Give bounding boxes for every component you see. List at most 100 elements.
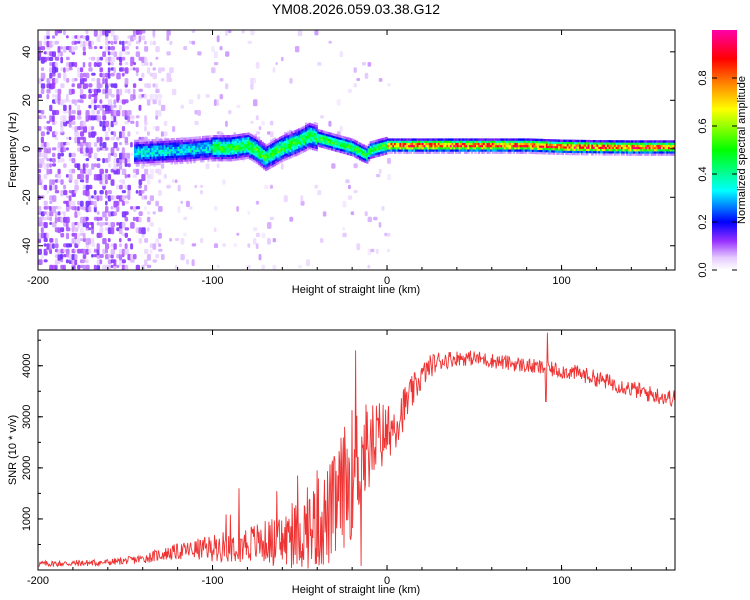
spectrogram-ridge-cell [600,144,603,147]
spectrogram-cell [65,248,70,255]
spectrogram-ridge-cell [593,142,596,145]
spectrogram-cell [46,147,51,154]
spectrogram-ridge-cell [451,147,454,150]
spectrogram-ridge-cell [200,140,203,143]
spectrogram-ridge-cell [186,161,189,164]
spectrogram-ridge-cell [624,149,627,152]
spectrogram-ridge-cell [413,144,416,148]
spectrogram-ridge-cell [594,140,598,143]
spectrogram-cell [116,206,120,212]
spectrogram-ridge-cell [254,151,257,155]
spectrogram-ridge-cell [151,156,154,159]
spectrogram-ridge-cell [198,153,201,157]
spectrogram-ridge-cell [273,150,276,154]
spectrogram-ridge-cell [261,152,264,156]
spectrogram-ridge-cell [238,135,242,139]
spectrogram-ridge-cell [451,140,454,143]
spectrogram-ridge-cell [627,151,631,154]
spectrogram-ridge-cell [517,140,521,143]
spectrogram-cell [91,254,94,258]
spectrogram-ridge-cell [147,150,151,153]
spectrogram-cell [82,51,86,56]
spectrogram-ridge-cell [483,140,486,143]
spectrogram-ridge-cell [664,142,667,145]
spectrogram-ridge-cell [135,146,139,149]
spectrogram-cell [91,72,96,76]
spectrogram-ridge-cell [256,150,259,153]
spectrogram-ridge-cell [348,153,351,156]
spectrogram-ridge-cell [415,138,418,141]
spectrogram-ridge-cell [345,143,348,146]
spectrogram-ridge-cell [291,146,294,149]
spectrogram-ridge-cell [350,138,353,141]
spectrogram-ridge-cell [216,150,219,153]
spectrogram-ridge-cell [495,147,498,150]
spectrogram-ridge-cell [645,151,648,154]
spectrogram-ridge-cell [275,162,278,166]
spectrogram-ridge-cell [263,167,266,170]
spectrogram-ridge-cell [182,159,186,162]
spectrogram-ridge-cell [537,147,540,150]
spectrogram-ridge-cell [240,146,243,149]
spectrogram-cell [283,195,288,203]
spectrogram-ridge-cell [509,151,512,154]
spectrogram-ridge-cell [235,145,238,148]
spectrogram-ridge-cell [306,130,310,133]
spectrogram-cell [43,184,48,191]
spectrogram-ridge-cell [257,151,261,155]
spectrogram-ridge-cell [551,147,554,151]
spectrogram-ridge-cell [144,152,147,155]
spectrogram-cell [54,211,58,218]
spectrogram-ridge-cell [202,151,205,154]
spectrogram-ridge-cell [537,143,540,146]
spectrogram-ridge-cell [167,142,170,145]
spectrogram-ridge-cell [408,151,411,154]
spectrogram-ridge-cell [271,162,275,165]
spectrogram-ridge-cell [558,148,561,151]
spectrogram-ridge-cell [360,159,364,162]
spectrogram-ridge-cell [160,153,163,157]
spectrogram-ridge-cell [565,148,568,151]
spectrogram-ridge-cell [301,128,304,132]
spectrogram-ridge-cell [137,154,140,158]
spectrogram-ridge-cell [322,137,325,140]
spectrogram-ridge-cell [243,148,247,151]
spectrogram-ridge-cell [608,151,612,154]
spectrogram-ridge-cell [179,146,182,149]
spectrogram-ridge-cell [156,160,160,163]
spectrogram-ridge-cell [289,136,292,139]
spectrogram-ridge-cell [212,139,215,142]
spectrogram-ridge-cell [394,147,397,150]
spectrogram-cell [54,264,58,270]
spectrogram-cell [107,62,111,66]
spectrogram-cell [110,83,115,88]
spectrogram-ridge-cell [285,140,289,143]
spectrogram-ridge-cell [554,150,557,153]
spectrogram-ridge-cell [296,133,299,136]
spectrogram-ridge-cell [460,147,463,150]
spectrogram-ridge-cell [177,146,180,149]
spectrogram-ridge-cell [446,142,449,146]
spectrogram-ridge-cell [233,149,236,153]
spectrogram-ridge-cell [207,148,210,151]
spectrogram-ridge-cell [664,151,667,154]
spectrogram-cell [99,222,103,227]
spectrogram-ridge-cell [202,155,205,158]
spectrogram-ridge-cell [425,138,428,141]
spectrogram-cell [267,238,271,245]
spectrogram-ridge-cell [399,144,402,148]
spectrogram-ridge-cell [659,146,662,150]
spectrogram-cell [216,99,220,107]
spectrogram-cell [63,216,67,223]
spectrogram-ridge-cell [224,137,228,140]
spectrogram-cell [105,147,109,151]
spectrogram-ridge-cell [268,147,271,150]
spectrogram-ridge-cell [188,146,191,149]
spectrogram-ridge-cell [343,145,346,148]
spectrogram-cell [213,227,217,233]
spectrogram-ridge-cell [287,154,290,157]
spectrogram-ridge-cell [486,142,489,146]
spectrogram-ridge-cell [624,140,627,143]
spectrogram-ridge-cell [594,144,598,147]
spectrogram-ridge-cell [493,140,496,143]
